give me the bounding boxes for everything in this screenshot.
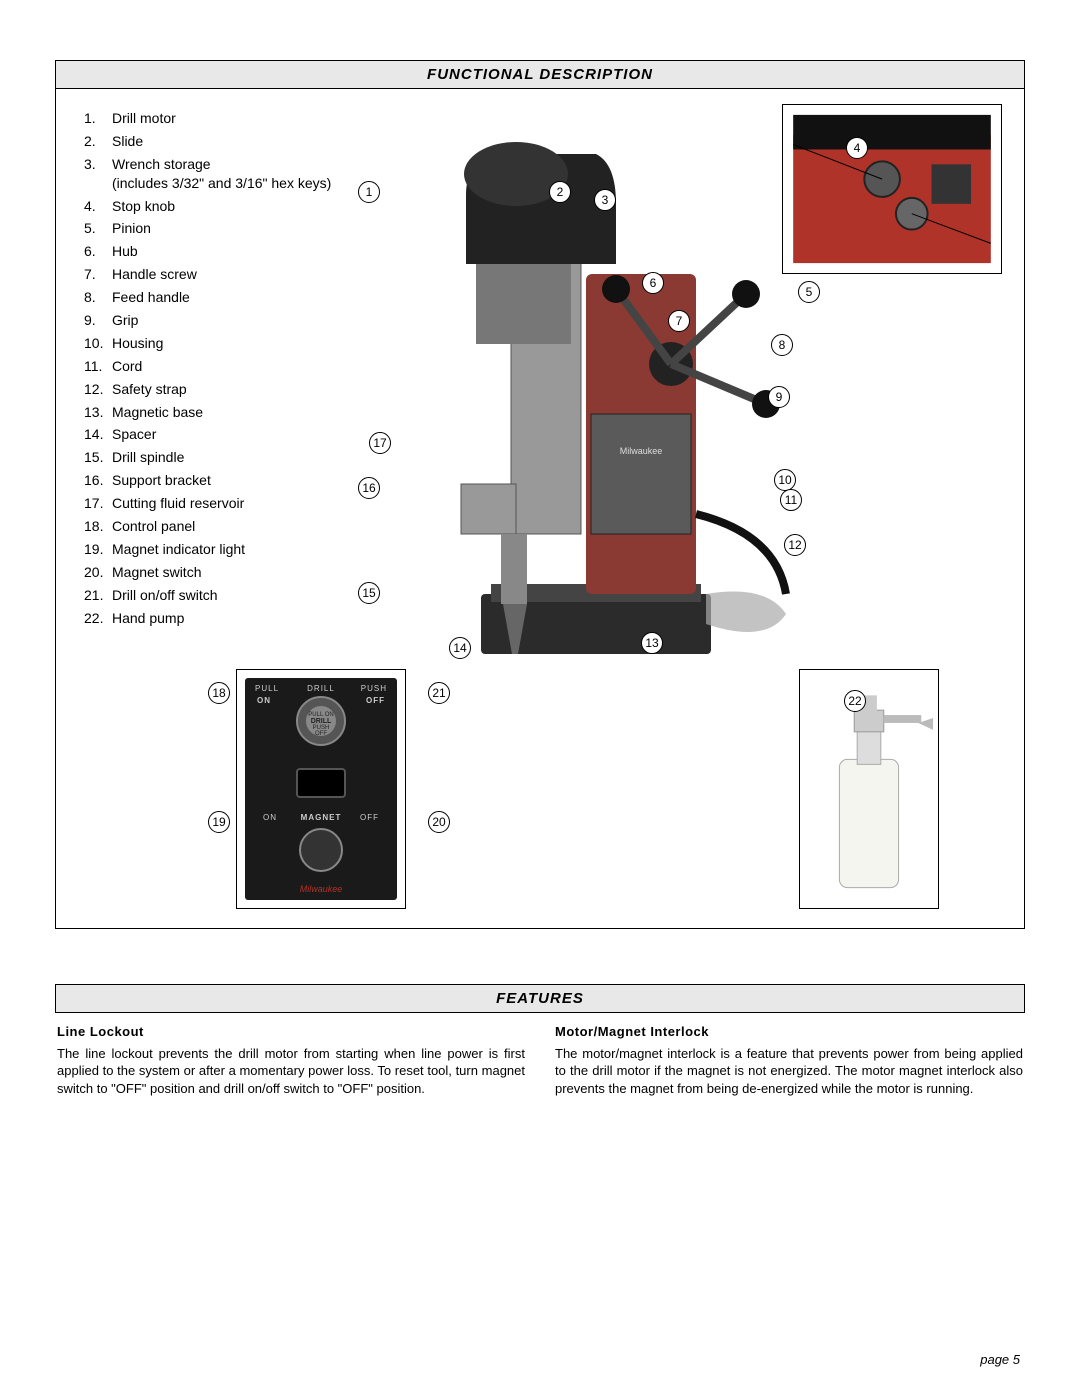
parts-list: Drill motor Slide Wrench storage(includes … — [84, 109, 394, 631]
svg-text:Milwaukee: Milwaukee — [620, 446, 663, 456]
callout-1: 1 — [358, 181, 380, 203]
callout-9: 9 — [768, 386, 790, 408]
cp-label-on: ON — [257, 696, 271, 705]
callout-12: 12 — [784, 534, 806, 556]
callout-22: 22 — [844, 690, 866, 712]
part-item-4: Stop knob — [84, 197, 394, 216]
page-number: page 5 — [980, 1352, 1020, 1367]
part-item-13: Magnetic base — [84, 403, 394, 422]
part-item-3: Wrench storage(includes 3/32" and 3/16" … — [84, 155, 394, 193]
callout-11: 11 — [780, 489, 802, 511]
part-item-8: Feed handle — [84, 288, 394, 307]
cp-label-magnet: MAGNET — [301, 813, 342, 822]
callout-21: 21 — [428, 682, 450, 704]
part-item-18: Control panel — [84, 517, 394, 536]
callout-15: 15 — [358, 582, 380, 604]
callout-14: 14 — [449, 637, 471, 659]
feature-body-right: The motor/magnet interlock is a feature … — [555, 1045, 1023, 1098]
callout-13: 13 — [641, 632, 663, 654]
part-item-15: Drill spindle — [84, 448, 394, 467]
part-item-9: Grip — [84, 311, 394, 330]
diagram-container: Drill motor Slide Wrench storage(includes … — [55, 89, 1025, 929]
callout-5: 5 — [798, 281, 820, 303]
callout-17: 17 — [369, 432, 391, 454]
part-item-17: Cutting fluid reservoir — [84, 494, 394, 513]
feature-body-left: The line lockout prevents the drill moto… — [57, 1045, 525, 1098]
callout-18: 18 — [208, 682, 230, 704]
part-item-1: Drill motor — [84, 109, 394, 128]
cp-label-push: PUSH — [361, 684, 387, 693]
cp-label-drill: DRILL — [307, 684, 335, 693]
cp-knob-pushoff: PUSH OFF — [306, 725, 336, 737]
part-item-6: Hub — [84, 242, 394, 261]
callout-7: 7 — [668, 310, 690, 332]
callout-6: 6 — [642, 272, 664, 294]
part-item-21: Drill on/off switch — [84, 586, 394, 605]
feature-line-lockout: Line Lockout The line lockout prevents t… — [57, 1023, 525, 1097]
cp-knob-drill: DRILL — [306, 718, 336, 725]
feature-motor-magnet: Motor/Magnet Interlock The motor/magnet … — [555, 1023, 1023, 1097]
section-header-functional: FUNCTIONAL DESCRIPTION — [55, 60, 1025, 89]
part-item-2: Slide — [84, 132, 394, 151]
features-section: FEATURES Line Lockout The line lockout p… — [55, 984, 1025, 1097]
control-panel-inset: PULL DRILL PUSH ON OFF PULL ON DRILL PUS… — [236, 669, 406, 909]
cp-label-off: OFF — [366, 696, 385, 705]
callout-16: 16 — [358, 477, 380, 499]
section-header-features: FEATURES — [55, 984, 1025, 1013]
detail-inset-top — [782, 104, 1002, 274]
part-item-10: Housing — [84, 334, 394, 353]
part-item-16: Support bracket — [84, 471, 394, 490]
part-item-7: Handle screw — [84, 265, 394, 284]
cp-label-off2: OFF — [360, 813, 379, 822]
callout-2: 2 — [549, 181, 571, 203]
part-item-11: Cord — [84, 357, 394, 376]
callout-19: 19 — [208, 811, 230, 833]
part-item-5: Pinion — [84, 219, 394, 238]
cp-label-pull: PULL — [255, 684, 279, 693]
callout-4: 4 — [846, 137, 868, 159]
feature-title-left: Line Lockout — [57, 1023, 525, 1041]
callout-3: 3 — [594, 189, 616, 211]
cp-label-on2: ON — [263, 813, 277, 822]
hand-pump-inset — [799, 669, 939, 909]
feature-title-right: Motor/Magnet Interlock — [555, 1023, 1023, 1041]
part-item-20: Magnet switch — [84, 563, 394, 582]
part-item-14: Spacer — [84, 425, 394, 444]
callout-8: 8 — [771, 334, 793, 356]
part-item-19: Magnet indicator light — [84, 540, 394, 559]
part-item-22: Hand pump — [84, 609, 394, 628]
part-item-12: Safety strap — [84, 380, 394, 399]
callout-10: 10 — [774, 469, 796, 491]
callout-20: 20 — [428, 811, 450, 833]
